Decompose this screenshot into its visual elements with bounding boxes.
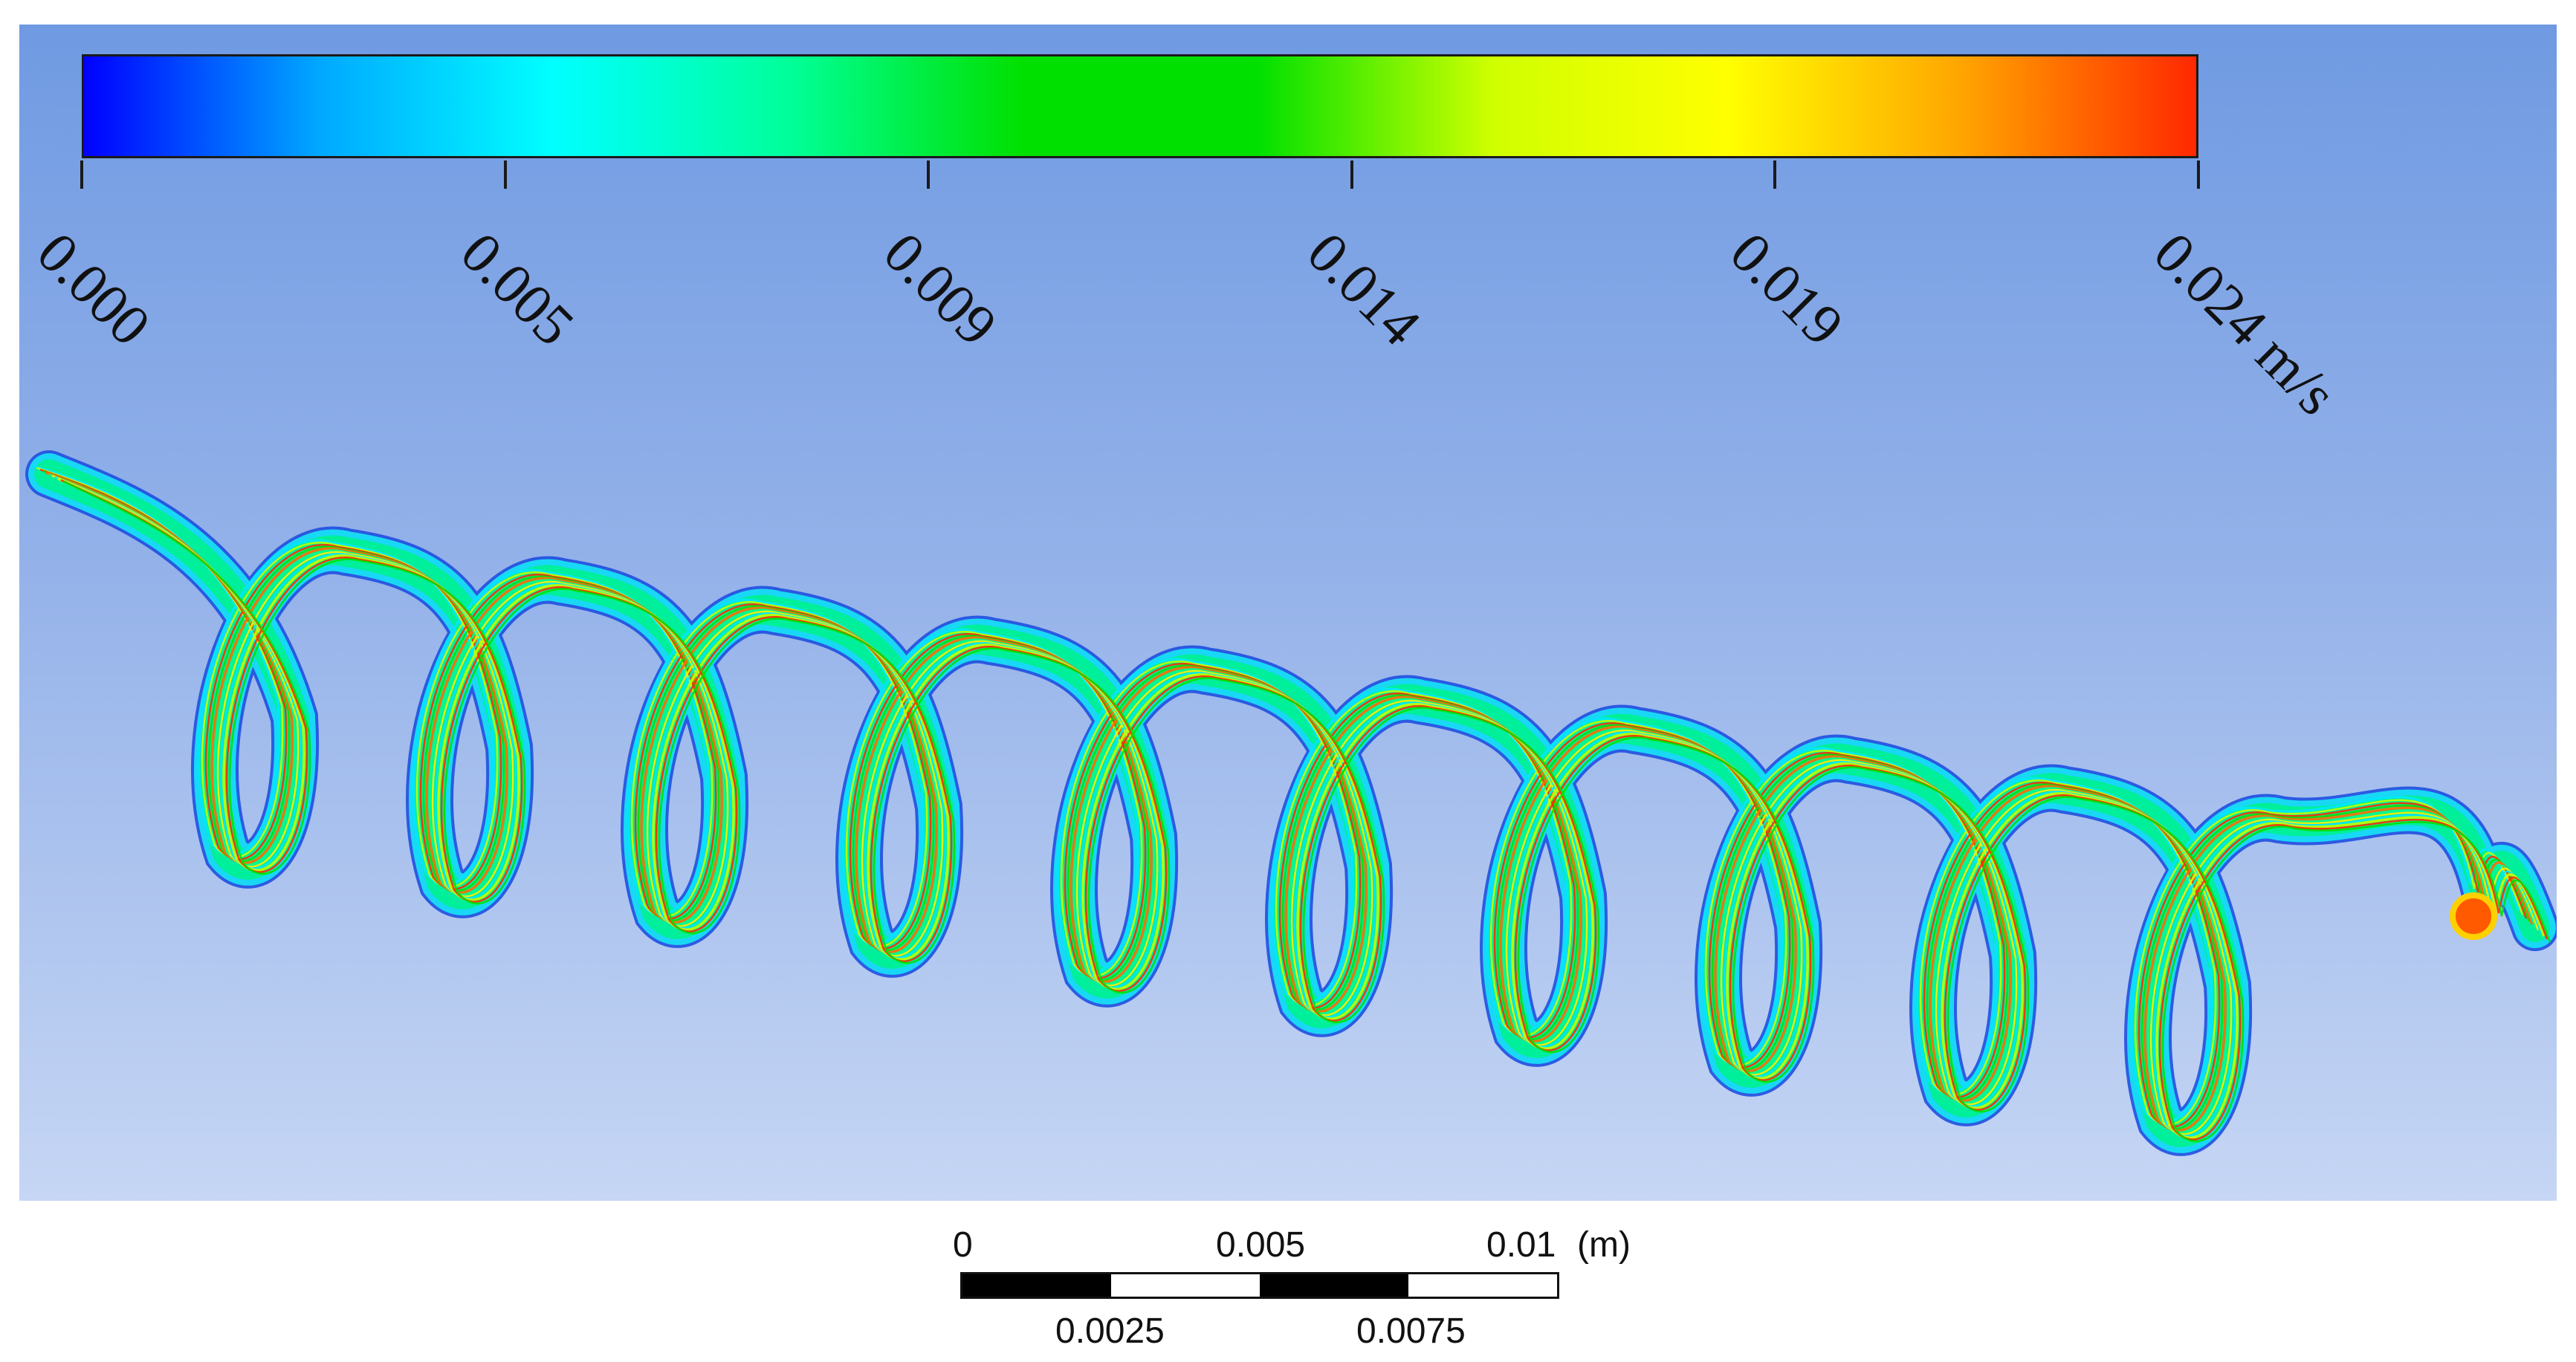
streamline — [32, 464, 2520, 1124]
scale-unit: (m) — [1577, 1225, 1631, 1265]
streamline — [51, 474, 2540, 1135]
scale-label-0: 0 — [953, 1225, 973, 1265]
scale-label-0-01: 0.01 — [1486, 1225, 1556, 1265]
scale-bar-graphic — [960, 1272, 1559, 1299]
outlet-marker — [2450, 892, 2497, 940]
scale-label-0-0025: 0.0025 — [1055, 1311, 1165, 1351]
scale-label-0-0075: 0.0075 — [1356, 1311, 1466, 1351]
streamline — [63, 480, 2551, 1143]
streamline — [45, 471, 2534, 1132]
velocity-colorbar — [82, 54, 2198, 158]
colorbar-tick-mark — [2197, 160, 2200, 189]
helical-streamline-flow — [25, 450, 2557, 1156]
scale-bar-segment — [1111, 1274, 1260, 1297]
scale-bar-segment — [962, 1274, 1111, 1297]
scale-bar-segment — [1408, 1274, 1557, 1297]
colorbar-tick-mark — [1773, 160, 1777, 189]
scale-label-0-005: 0.005 — [1216, 1225, 1306, 1265]
colorbar-tick-mark — [1350, 160, 1353, 189]
colorbar-tick-mark — [927, 160, 931, 189]
streamline — [60, 479, 2549, 1141]
scale-bar-segment — [1260, 1274, 1408, 1297]
streamline — [42, 470, 2531, 1130]
streamline — [39, 468, 2528, 1128]
streamline — [36, 467, 2524, 1126]
colorbar-tick-mark — [503, 160, 507, 189]
streamline — [54, 476, 2543, 1137]
colorbar-tick-mark — [80, 160, 83, 189]
streamline — [57, 477, 2546, 1139]
length-scale-bar: 0 0.005 0.01 (m) 0.0025 0.0075 — [922, 1208, 1665, 1362]
streamline — [48, 473, 2537, 1134]
render-viewport: 0.000 0.005 0.009 0.014 0.019 0.024 m/s — [19, 25, 2557, 1201]
